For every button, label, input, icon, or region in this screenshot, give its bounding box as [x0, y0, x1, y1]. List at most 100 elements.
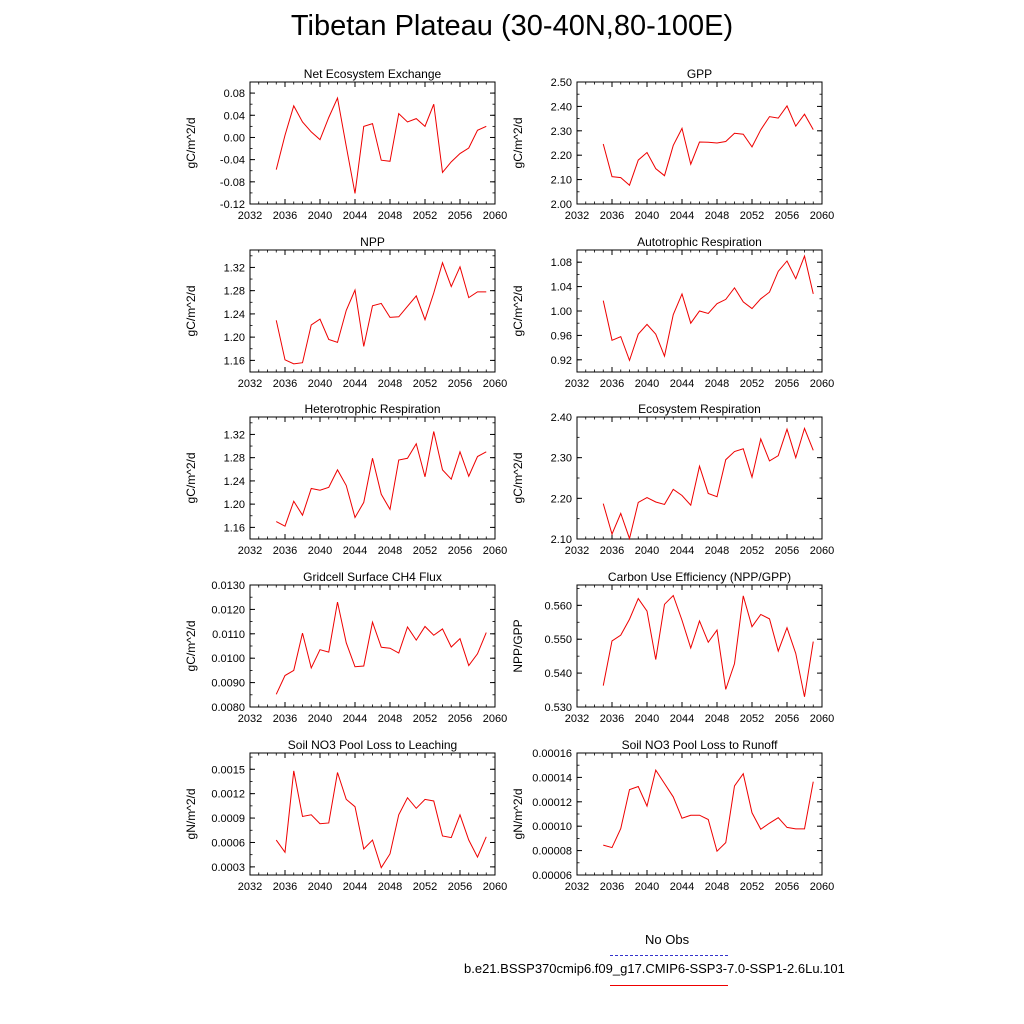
panel-6: Gridcell Surface CH4 Flux gC/m^2/d 2032 203…	[184, 570, 507, 725]
x-tick-label: 2056	[448, 545, 472, 557]
panel-5: Ecosystem Respiration gC/m^2/d 2032 2036 204…	[511, 402, 834, 557]
x-tick-label: 2060	[483, 881, 507, 893]
y-tick-label: 0.540	[544, 668, 572, 680]
x-tick-label: 2052	[740, 378, 764, 390]
panel-title: Autotrophic Respiration	[637, 235, 762, 249]
y-tick-label: 1.32	[224, 429, 245, 441]
y-tick-label: 0.0006	[211, 837, 245, 849]
panel-4: Heterotrophic Respiration gC/m^2/d 2032 203…	[184, 402, 507, 557]
x-tick-label: 2060	[810, 545, 834, 557]
x-tick-label: 2032	[238, 881, 262, 893]
x-tick-label: 2036	[600, 545, 624, 557]
x-tick-label: 2032	[238, 210, 262, 222]
x-tick-label: 2056	[775, 210, 799, 222]
y-axis-label: gC/m^2/d	[511, 286, 525, 337]
x-tick-label: 2056	[775, 881, 799, 893]
series-line-0	[602, 426, 814, 541]
panel-title: Carbon Use Efficiency (NPP/GPP)	[608, 570, 791, 584]
x-tick-label: 2048	[705, 545, 729, 557]
y-tick-label: 0.0110	[212, 629, 245, 641]
x-tick-label: 2036	[600, 881, 624, 893]
x-tick-label: 2036	[273, 881, 297, 893]
x-tick-label: 2052	[740, 210, 764, 222]
y-tick-label: 1.08	[551, 257, 572, 269]
x-tick-label: 2048	[705, 378, 729, 390]
x-tick-label: 2052	[413, 210, 437, 222]
panel-2: NPP gC/m^2/d 2032 2036 2040 2044 2048 2052 2056 2…	[184, 235, 507, 390]
x-tick-label: 2048	[705, 713, 729, 725]
y-tick-label: 0.560	[544, 600, 572, 612]
x-tick-label: 2036	[600, 713, 624, 725]
y-tick-label: 0.00014	[532, 772, 572, 784]
series-line-0	[275, 261, 487, 365]
x-tick-label: 2040	[635, 210, 659, 222]
y-tick-label: 1.32	[224, 262, 245, 274]
y-tick-label: 0.0012	[211, 789, 245, 801]
y-axis-label: gC/m^2/d	[184, 118, 198, 169]
y-tick-label: 1.28	[224, 286, 245, 298]
y-tick-label: 1.16	[224, 522, 245, 534]
x-tick-label: 2048	[705, 881, 729, 893]
legend-label-model: b.e21.BSSP370cmip6.f09_g17.CMIP6-SSP3-7.…	[464, 961, 845, 976]
y-tick-label: 2.30	[551, 126, 572, 138]
y-tick-label: 0.0130	[211, 580, 245, 592]
x-tick-label: 2036	[273, 210, 297, 222]
y-axis-label: gC/m^2/d	[184, 286, 198, 337]
y-tick-label: 0.0015	[211, 764, 245, 776]
x-tick-label: 2032	[565, 713, 589, 725]
x-tick-label: 2044	[670, 881, 694, 893]
panel-1: GPP gC/m^2/d 2032 2036 2040 2044 2048 2052 2056 2…	[511, 67, 834, 222]
x-tick-label: 2040	[308, 713, 332, 725]
x-tick-label: 2048	[378, 881, 402, 893]
x-tick-label: 2052	[413, 378, 437, 390]
x-tick-label: 2056	[448, 378, 472, 390]
y-tick-label: 0.96	[551, 330, 572, 342]
x-tick-label: 2060	[483, 378, 507, 390]
x-tick-label: 2056	[448, 713, 472, 725]
x-tick-label: 2032	[565, 210, 589, 222]
y-tick-label: 0.0090	[211, 678, 245, 690]
x-tick-label: 2056	[775, 713, 799, 725]
x-tick-label: 2044	[670, 210, 694, 222]
y-axis-label: gC/m^2/d	[184, 453, 198, 504]
x-tick-label: 2056	[775, 378, 799, 390]
y-tick-label: 2.10	[551, 175, 572, 187]
plot-frame	[249, 249, 496, 373]
x-tick-label: 2060	[483, 713, 507, 725]
series-line-0	[275, 601, 487, 695]
legend-label-obs: No Obs	[645, 932, 690, 947]
x-tick-label: 2052	[740, 545, 764, 557]
series-line-0	[602, 254, 814, 362]
x-tick-label: 2032	[565, 545, 589, 557]
x-tick-label: 2040	[635, 378, 659, 390]
plot-frame	[249, 752, 496, 876]
x-tick-label: 2032	[238, 713, 262, 725]
y-axis-label: NPP/GPP	[511, 619, 525, 672]
y-tick-label: -0.08	[220, 177, 245, 189]
x-tick-label: 2040	[308, 545, 332, 557]
y-tick-label: 0.550	[544, 634, 572, 646]
x-tick-label: 2060	[810, 713, 834, 725]
x-tick-label: 2036	[273, 545, 297, 557]
x-tick-label: 2048	[705, 210, 729, 222]
y-tick-label: -0.04	[220, 155, 245, 167]
x-tick-label: 2060	[810, 378, 834, 390]
x-tick-label: 2048	[378, 713, 402, 725]
panel-title: NPP	[360, 235, 385, 249]
x-tick-label: 2040	[308, 378, 332, 390]
y-tick-label: 1.20	[224, 499, 245, 511]
x-tick-label: 2044	[343, 545, 367, 557]
x-tick-label: 2040	[308, 210, 332, 222]
panel-8: Soil NO3 Pool Loss to Leaching gN/m^2/d 20…	[184, 738, 507, 893]
y-tick-label: 2.40	[551, 412, 572, 424]
x-tick-label: 2052	[413, 881, 437, 893]
series-line-0	[275, 770, 487, 869]
x-tick-label: 2048	[378, 378, 402, 390]
y-tick-label: 0.08	[224, 88, 245, 100]
plot-frame	[576, 752, 823, 876]
y-tick-label: 0.04	[224, 110, 245, 122]
x-tick-label: 2060	[810, 210, 834, 222]
y-tick-label: 0.00010	[532, 821, 572, 833]
x-tick-label: 2040	[635, 713, 659, 725]
